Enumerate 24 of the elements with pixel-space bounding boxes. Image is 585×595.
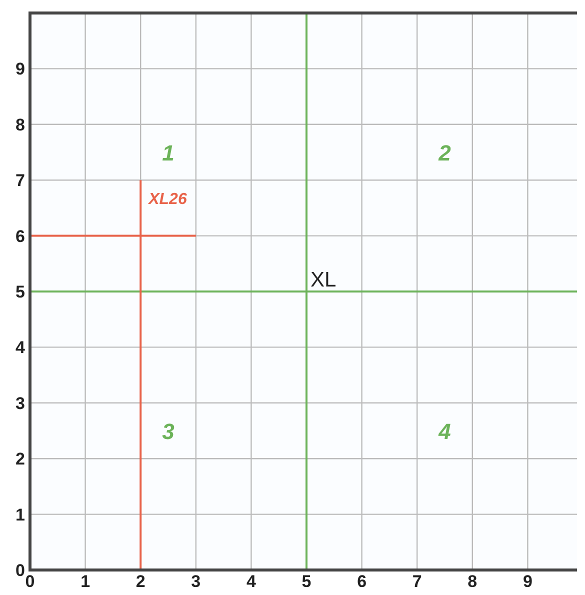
y-tick-label: 9 [16,60,25,79]
x-tick-label: 1 [80,572,90,591]
x-tick-label: 5 [302,572,312,591]
y-tick-label: 3 [16,394,25,413]
y-tick-label: 7 [16,171,25,190]
annotation: 3 [162,418,174,444]
y-tick-label: 8 [16,115,25,134]
y-tick-label: 2 [16,450,25,469]
annotation: 4 [438,418,451,444]
x-tick-label: 2 [136,572,146,591]
y-tick-label: 1 [16,505,25,524]
x-tick-label: 6 [357,572,367,591]
annotation: 2 [438,140,452,166]
y-tick-label: 6 [16,226,25,246]
x-tick-label: 3 [191,572,201,591]
annotation: 1 [162,140,174,166]
x-tick-label: 8 [468,572,478,591]
x-tick-label: 7 [412,572,422,591]
series-label: XL26 [148,191,187,208]
y-tick-label: 4 [16,338,26,358]
x-tick-label: 9 [522,572,532,591]
annotation: XL [310,268,336,292]
y-tick-label: 5 [16,282,25,302]
x-tick-label: 4 [246,572,256,591]
